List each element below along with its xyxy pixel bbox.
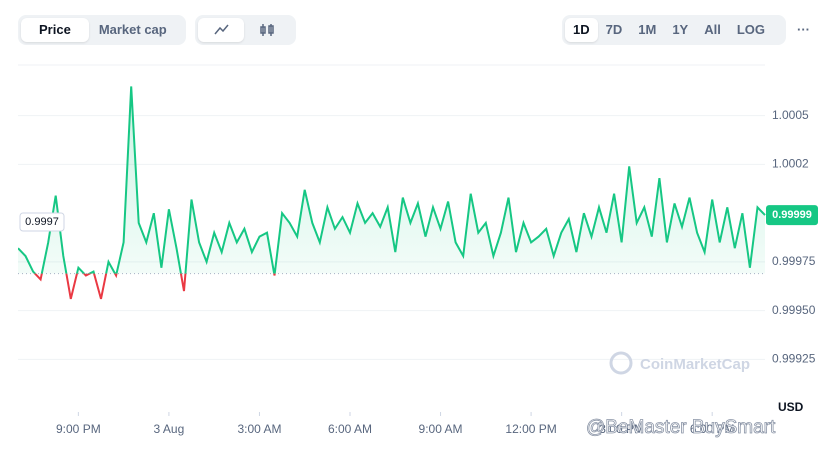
line-toggle[interactable] xyxy=(198,18,244,42)
x-tick-label: 12:00 PM xyxy=(505,422,556,436)
y-tick-label: 0.99975 xyxy=(772,254,816,268)
y-tick-label: 1.0005 xyxy=(772,108,809,122)
watermark-logo xyxy=(609,351,633,375)
chart-type-group xyxy=(195,15,296,45)
last-price-badge xyxy=(766,205,818,226)
last-price: 0.99999 xyxy=(772,209,812,221)
tab[interactable]: Market cap xyxy=(98,22,167,37)
x-tick-label: 9:00 PM xyxy=(56,422,101,436)
candle-toggle[interactable] xyxy=(244,18,290,42)
area-fill xyxy=(18,86,765,274)
range-button[interactable]: 1D xyxy=(565,18,598,42)
y-tick-label: 0.99950 xyxy=(772,303,816,317)
x-tick-label: 9:00 AM xyxy=(419,422,463,436)
line-icon xyxy=(214,24,229,35)
range-button[interactable]: 1M xyxy=(638,22,657,37)
range-button[interactable]: 7D xyxy=(605,22,623,37)
x-tick-label: 3:00 PM xyxy=(599,422,644,436)
range-button[interactable]: All xyxy=(704,22,721,37)
candle-icon xyxy=(260,24,274,36)
tab-group: Price Market cap xyxy=(18,15,186,45)
y-unit: USD xyxy=(778,400,804,414)
y-tick-label: 0.99925 xyxy=(772,352,816,366)
open-badge xyxy=(19,212,65,232)
y-tick-label: 1.0002 xyxy=(772,157,809,171)
more-group: ··· xyxy=(790,15,820,45)
tab[interactable]: Price xyxy=(21,18,89,42)
watermark: CoinMarketCap xyxy=(640,356,750,373)
x-tick-label: 6:00 AM xyxy=(328,422,372,436)
x-tick-label: 6:00 PM xyxy=(690,422,735,436)
credit: @BeMaster BuySmart xyxy=(586,417,776,438)
open-label: 0.9997 xyxy=(25,216,59,228)
price-line xyxy=(18,86,766,274)
x-tick-label: 3 Aug xyxy=(154,422,185,436)
range-group: 1D 7D 1M 1Y All LOG xyxy=(562,15,786,45)
range-button[interactable]: LOG xyxy=(736,22,766,37)
more-button[interactable]: ··· xyxy=(797,22,810,37)
x-tick-label: 3:00 AM xyxy=(237,422,281,436)
range-button[interactable]: 1Y xyxy=(672,22,689,37)
